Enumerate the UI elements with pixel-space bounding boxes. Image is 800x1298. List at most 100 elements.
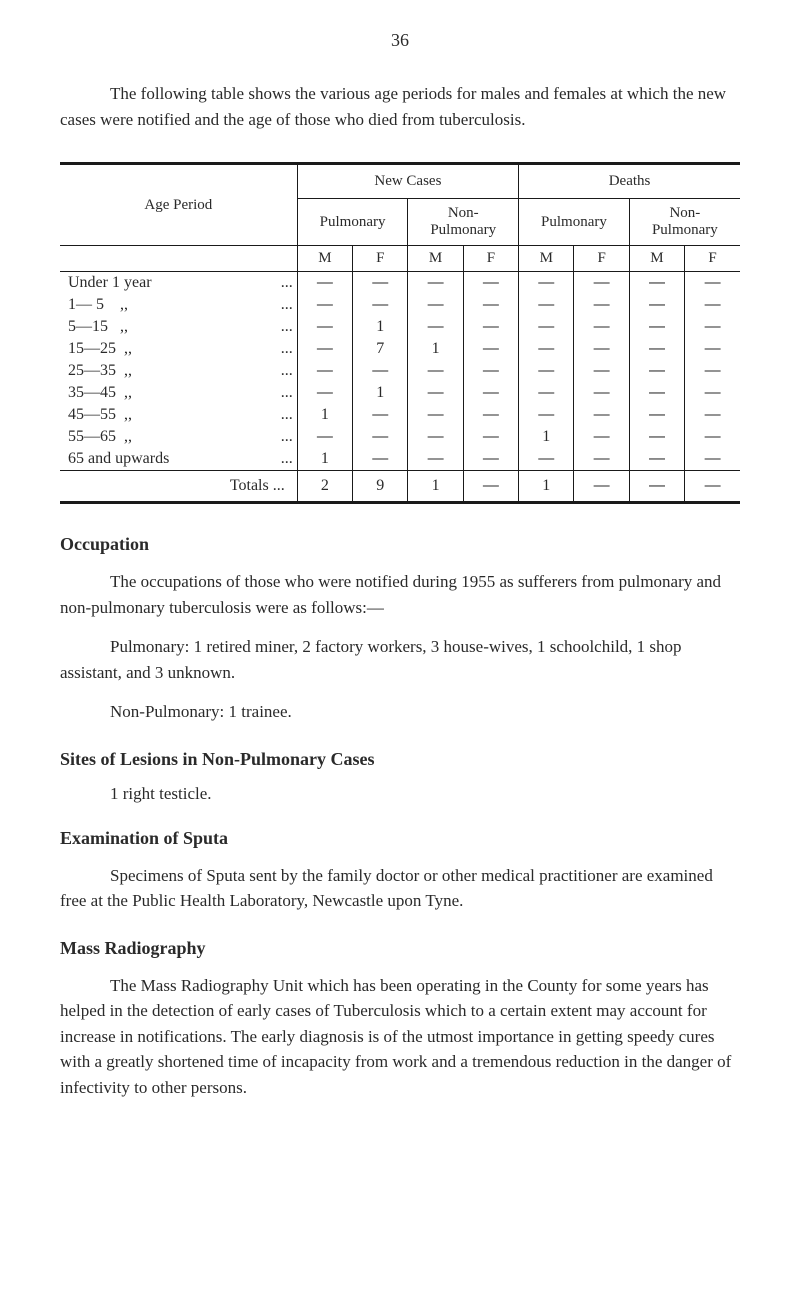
header-f: F (353, 246, 408, 272)
table-cell: 1 (408, 338, 463, 360)
table-cell: — (574, 338, 629, 360)
header-f: F (574, 246, 629, 272)
header-new-cases: New Cases (297, 165, 518, 199)
table-cell: — (463, 448, 518, 471)
sites-para-1: 1 right testicle. (110, 784, 740, 804)
table-row: 65 and upwards ...1——————— (60, 448, 740, 471)
table-cell: — (297, 316, 352, 338)
table-cell: — (463, 404, 518, 426)
table-cell: — (408, 404, 463, 426)
table-row: 15—25 ,, ...—71————— (60, 338, 740, 360)
header-m: M (297, 246, 352, 272)
heading-occupation: Occupation (60, 534, 740, 555)
table-cell: — (685, 272, 740, 295)
table-cell: — (629, 272, 684, 295)
header-pulmonary-2: Pulmonary (519, 199, 630, 246)
table-cell: — (408, 382, 463, 404)
table-cell: — (574, 316, 629, 338)
table-cell: — (408, 294, 463, 316)
table-cell: — (629, 338, 684, 360)
table-row: 5—15 ,, ...—1—————— (60, 316, 740, 338)
table-cell: — (463, 338, 518, 360)
table-cell: — (629, 316, 684, 338)
table-row: 45—55 ,, ...1——————— (60, 404, 740, 426)
table-cell: — (297, 338, 352, 360)
table-cell: — (519, 404, 574, 426)
row-label: 15—25 ,, ... (60, 338, 297, 360)
row-label: 65 and upwards ... (60, 448, 297, 471)
table-cell: — (685, 404, 740, 426)
heading-sputa: Examination of Sputa (60, 828, 740, 849)
header-non-pulmonary-1: Non- Pulmonary (408, 199, 519, 246)
table-cell: — (463, 294, 518, 316)
row-label: 25—35 ,, ... (60, 360, 297, 382)
table-cell: — (297, 272, 352, 295)
table-cell: — (353, 426, 408, 448)
table-cell: — (519, 448, 574, 471)
row-label: 5—15 ,, ... (60, 316, 297, 338)
header-non-pulmonary-2: Non- Pulmonary (629, 199, 740, 246)
table-row: 25—35 ,, ...———————— (60, 360, 740, 382)
table-cell: — (685, 426, 740, 448)
table-cell: — (519, 294, 574, 316)
table-cell: — (353, 272, 408, 295)
table-cell: — (519, 272, 574, 295)
header-m: M (408, 246, 463, 272)
table-cell: 1 (297, 404, 352, 426)
totals-cell: — (685, 471, 740, 502)
page-number: 36 (60, 30, 740, 51)
heading-sites: Sites of Lesions in Non-Pulmonary Cases (60, 749, 740, 770)
table-row: Under 1 year ...———————— (60, 272, 740, 295)
data-table-wrapper: Age Period New Cases Deaths Pulmonary No… (60, 162, 740, 504)
row-label: 55—65 ,, ... (60, 426, 297, 448)
table-row: 55—65 ,, ...————1——— (60, 426, 740, 448)
table-cell: — (463, 426, 518, 448)
table-cell: — (574, 426, 629, 448)
totals-cell: 1 (519, 471, 574, 502)
table-cell: — (353, 294, 408, 316)
table-cell: — (574, 404, 629, 426)
table-cell: — (685, 316, 740, 338)
totals-cell: 2 (297, 471, 352, 502)
table-cell: 7 (353, 338, 408, 360)
header-deaths: Deaths (519, 165, 740, 199)
radiography-para-1: The Mass Radiography Unit which has been… (60, 973, 740, 1101)
table-cell: — (463, 316, 518, 338)
table-cell: — (519, 360, 574, 382)
table-cell: — (519, 338, 574, 360)
table-cell: — (408, 448, 463, 471)
table-cell: — (408, 316, 463, 338)
table-cell: 1 (353, 382, 408, 404)
table-cell: — (685, 382, 740, 404)
table-cell: — (629, 294, 684, 316)
table-cell: — (463, 360, 518, 382)
header-blank (60, 246, 297, 272)
table-cell: — (297, 360, 352, 382)
table-cell: — (574, 360, 629, 382)
table-cell: — (408, 360, 463, 382)
table-cell: — (574, 382, 629, 404)
table-cell: — (685, 294, 740, 316)
totals-cell: 9 (353, 471, 408, 502)
table-row: 35—45 ,, ...—1—————— (60, 382, 740, 404)
table-cell: — (353, 404, 408, 426)
intro-paragraph: The following table shows the various ag… (60, 81, 740, 132)
table-cell: — (629, 360, 684, 382)
heading-radiography: Mass Radiography (60, 938, 740, 959)
table-cell: — (353, 360, 408, 382)
totals-cell: 1 (408, 471, 463, 502)
table-cell: — (685, 338, 740, 360)
header-m: M (629, 246, 684, 272)
occupation-para-3: Non-Pulmonary: 1 trainee. (110, 699, 740, 725)
table-cell: 1 (353, 316, 408, 338)
header-f: F (463, 246, 518, 272)
table-cell: — (408, 426, 463, 448)
totals-cell: — (629, 471, 684, 502)
occupation-para-1: The occupations of those who were notifi… (60, 569, 740, 620)
table-cell: — (297, 382, 352, 404)
table-row: 1— 5 ,, ...———————— (60, 294, 740, 316)
row-label: 1— 5 ,, ... (60, 294, 297, 316)
table-cell: — (297, 426, 352, 448)
age-period-table: Age Period New Cases Deaths Pulmonary No… (60, 165, 740, 501)
table-cell: — (574, 448, 629, 471)
